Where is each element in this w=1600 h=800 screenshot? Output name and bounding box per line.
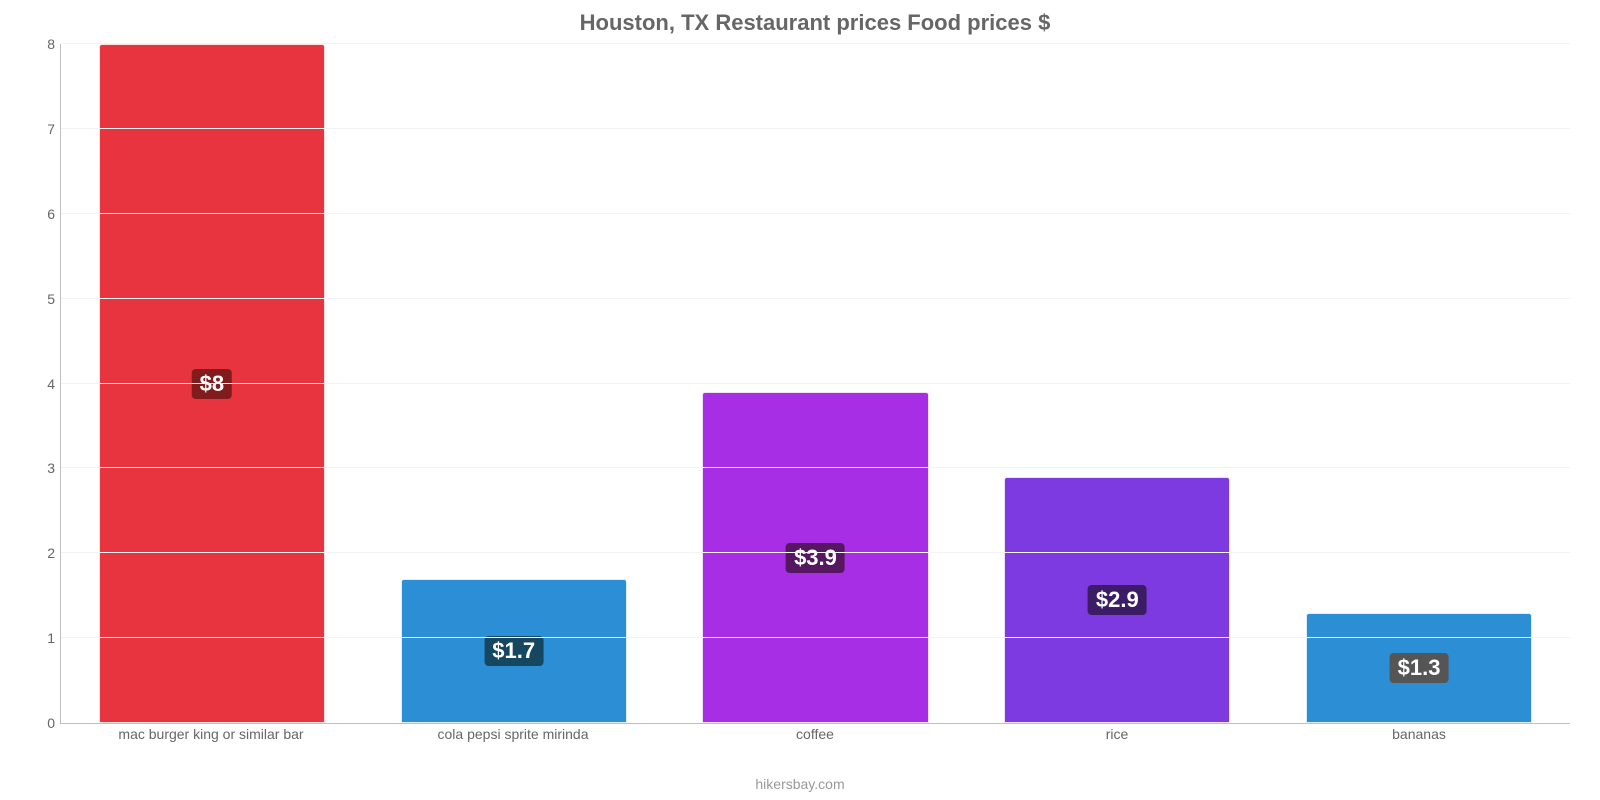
x-tick-label: coffee [664,726,966,742]
attribution-text: hikersbay.com [0,776,1600,792]
y-tick-label: 8 [31,36,55,52]
bar: $1.7 [401,579,627,723]
chart-title: Houston, TX Restaurant prices Food price… [60,10,1570,36]
bars-container: $8 $1.7 $3.9 $2.9 $1.3 [61,44,1570,723]
bar: $1.3 [1306,613,1532,723]
plot-area: $8$1.7$3.9$2.9$1.3 012345678 [60,44,1570,724]
grid-line [61,128,1570,129]
bar-slot: $3.9 [665,44,967,723]
y-tick-label: 0 [31,715,55,731]
bar: $2.9 [1004,477,1230,723]
grid-line [61,298,1570,299]
grid-line [61,467,1570,468]
bar-value-label: $1.3 [1390,653,1449,683]
x-axis-labels: mac burger king or similar barcola pepsi… [60,726,1570,742]
y-tick-label: 3 [31,460,55,476]
y-tick-label: 7 [31,121,55,137]
bar-value-label: $3.9 [786,543,845,573]
bar-value-label: $1.7 [484,636,543,666]
y-tick-label: 5 [31,291,55,307]
y-tick-label: 6 [31,206,55,222]
grid-line [61,637,1570,638]
y-tick-label: 2 [31,545,55,561]
bar-value-label: $2.9 [1088,585,1147,615]
y-tick-label: 1 [31,630,55,646]
bar-slot: $1.3 [1268,44,1570,723]
price-chart: Houston, TX Restaurant prices Food price… [0,0,1600,800]
bar: $8 [99,44,325,723]
bar: $3.9 [702,392,928,723]
grid-line [61,552,1570,553]
grid-line [61,43,1570,44]
y-tick-label: 4 [31,376,55,392]
bar-slot: $8 [61,44,363,723]
bar-slot: $1.7 [363,44,665,723]
x-tick-label: cola pepsi sprite mirinda [362,726,664,742]
grid-line [61,383,1570,384]
grid-line [61,213,1570,214]
x-tick-label: bananas [1268,726,1570,742]
x-tick-label: mac burger king or similar bar [60,726,362,742]
bar-value-label: $8 [192,369,232,399]
x-tick-label: rice [966,726,1268,742]
bar-slot: $2.9 [966,44,1268,723]
